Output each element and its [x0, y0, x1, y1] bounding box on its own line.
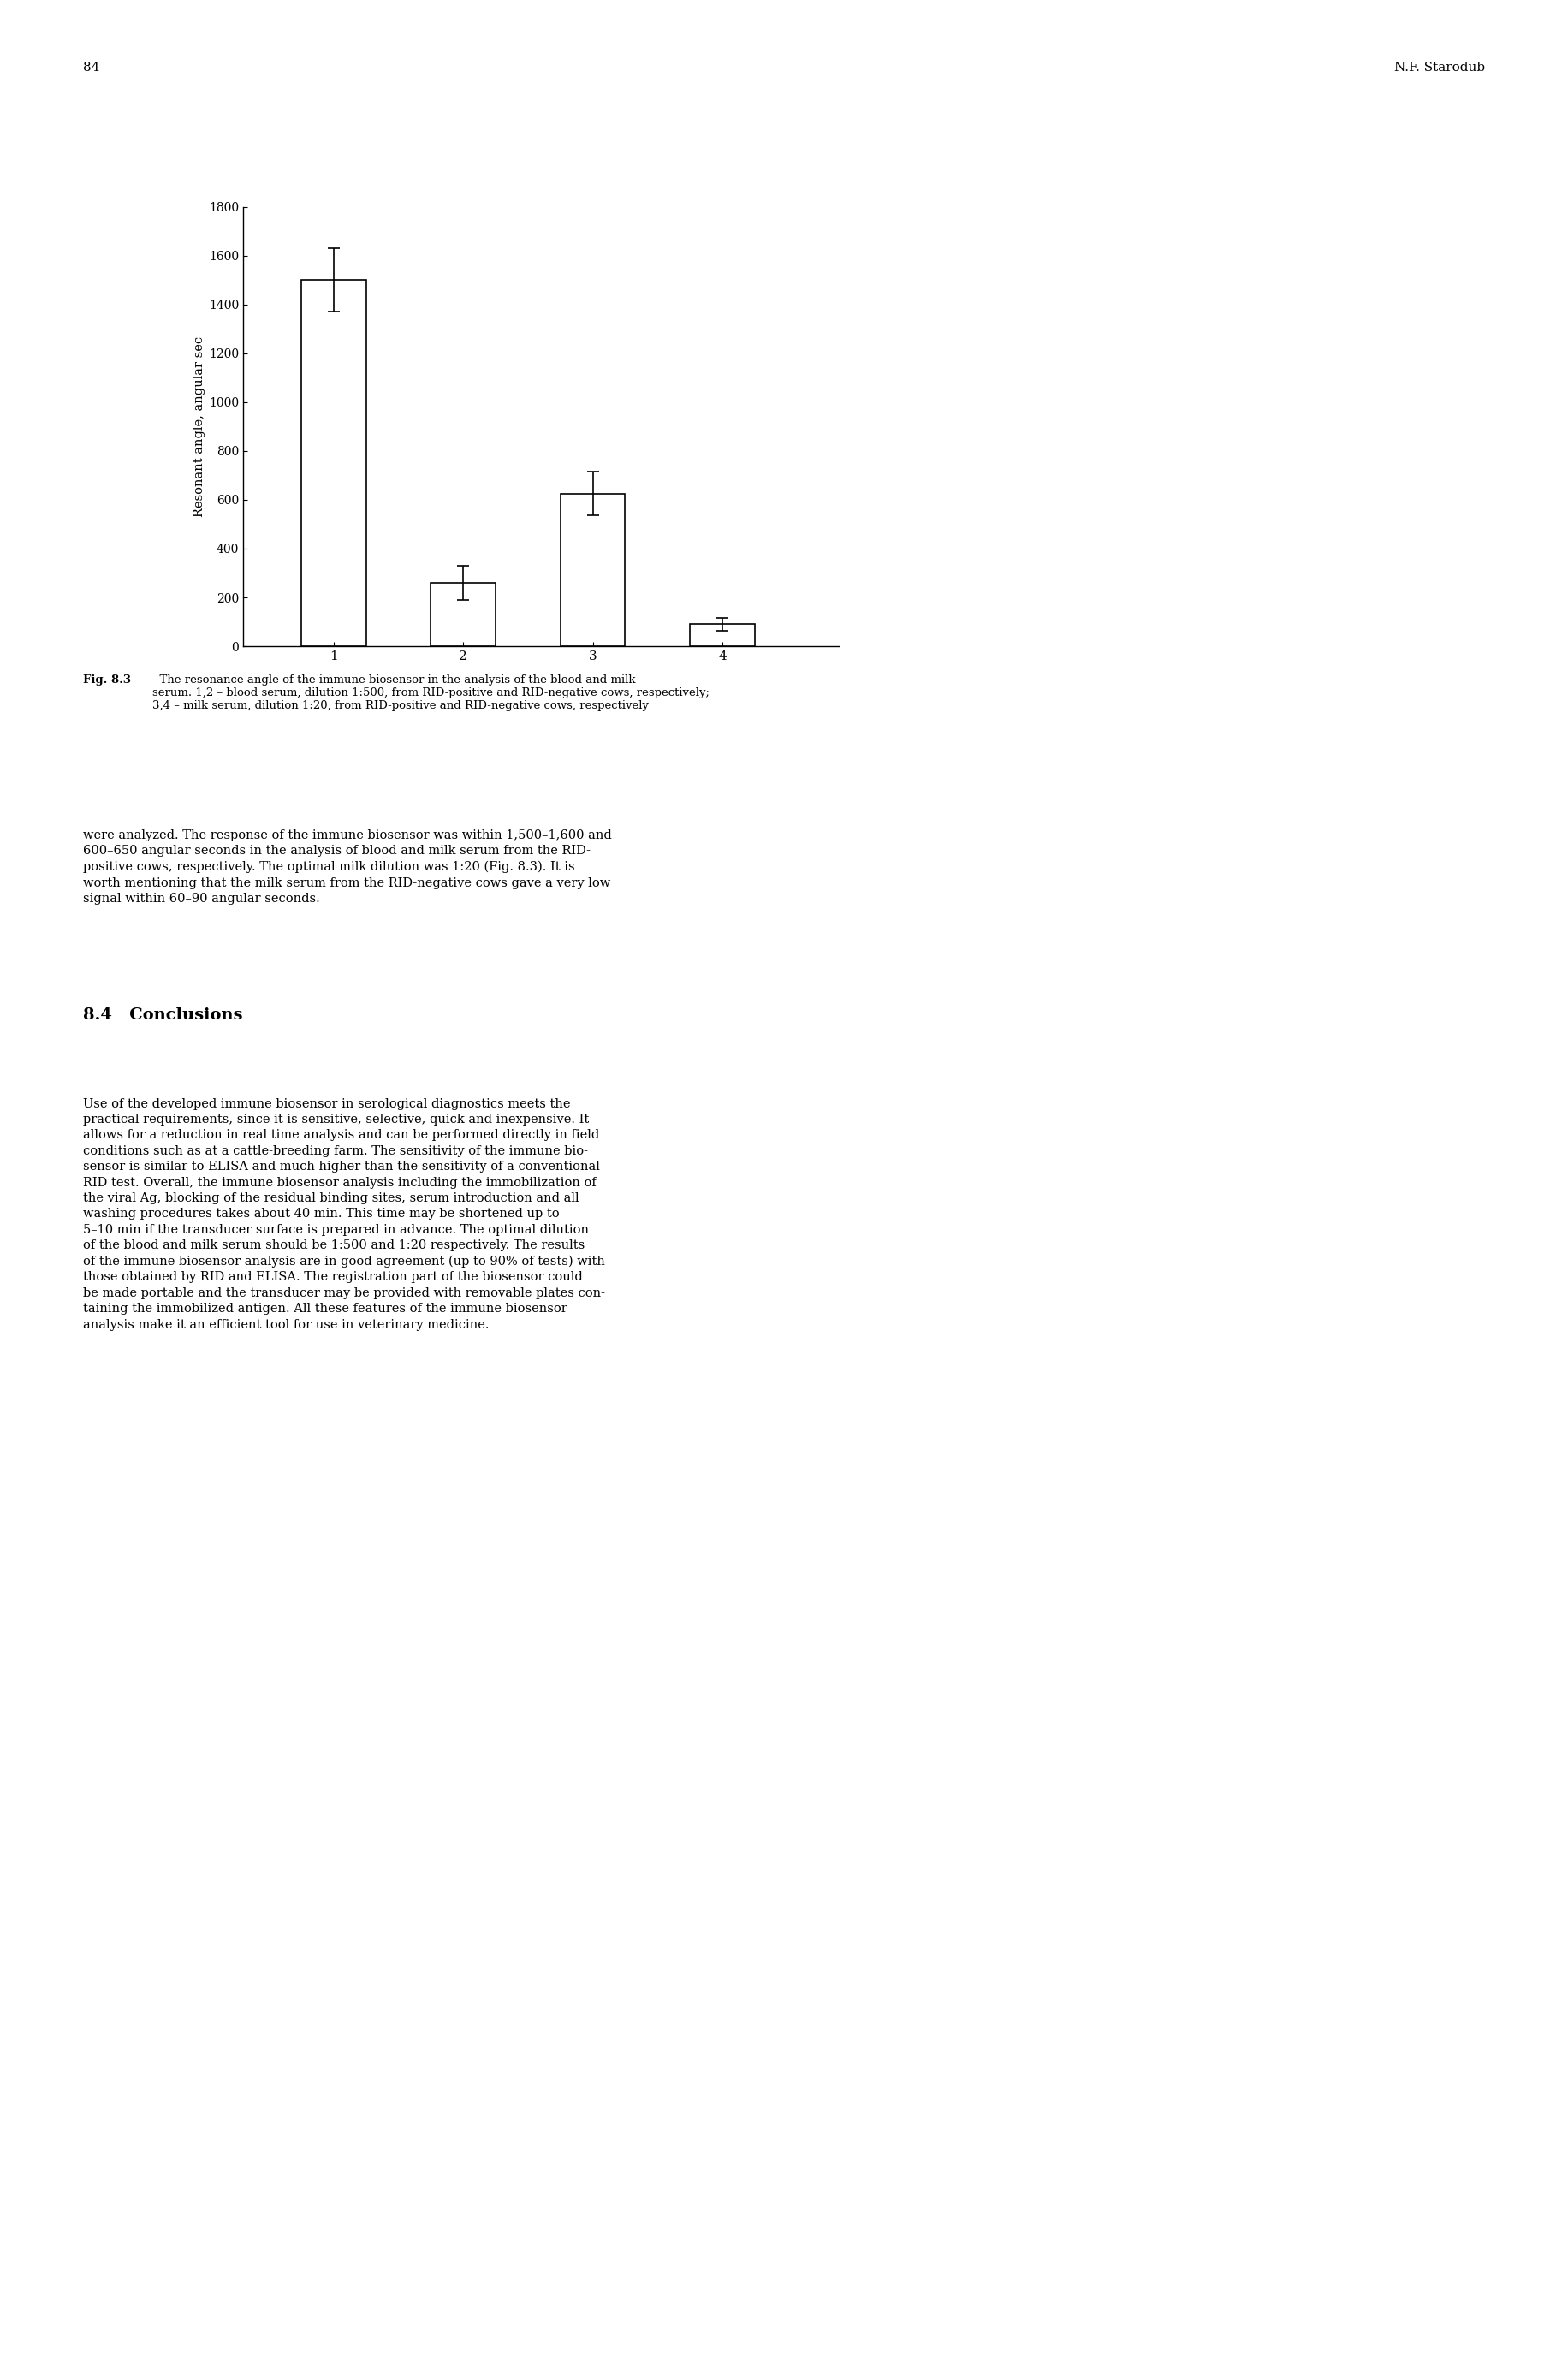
Text: Use of the developed immune biosensor in serological diagnostics meets the
pract: Use of the developed immune biosensor in…: [83, 1098, 605, 1331]
Text: were analyzed. The response of the immune biosensor was within 1,500–1,600 and
6: were analyzed. The response of the immun…: [83, 829, 612, 905]
Bar: [431, 582, 495, 646]
Text: Fig. 8.3: Fig. 8.3: [83, 675, 132, 687]
Text: 8.4   Conclusions: 8.4 Conclusions: [83, 1007, 243, 1022]
Bar: [301, 280, 365, 646]
Text: N.F. Starodub: N.F. Starodub: [1394, 62, 1485, 74]
Text: The resonance angle of the immune biosensor in the analysis of the blood and mil: The resonance angle of the immune biosen…: [152, 675, 709, 710]
Bar: [560, 494, 626, 646]
Bar: [690, 625, 754, 646]
Y-axis label: Resonant angle, angular sec: Resonant angle, angular sec: [193, 335, 205, 518]
Text: 84: 84: [83, 62, 100, 74]
